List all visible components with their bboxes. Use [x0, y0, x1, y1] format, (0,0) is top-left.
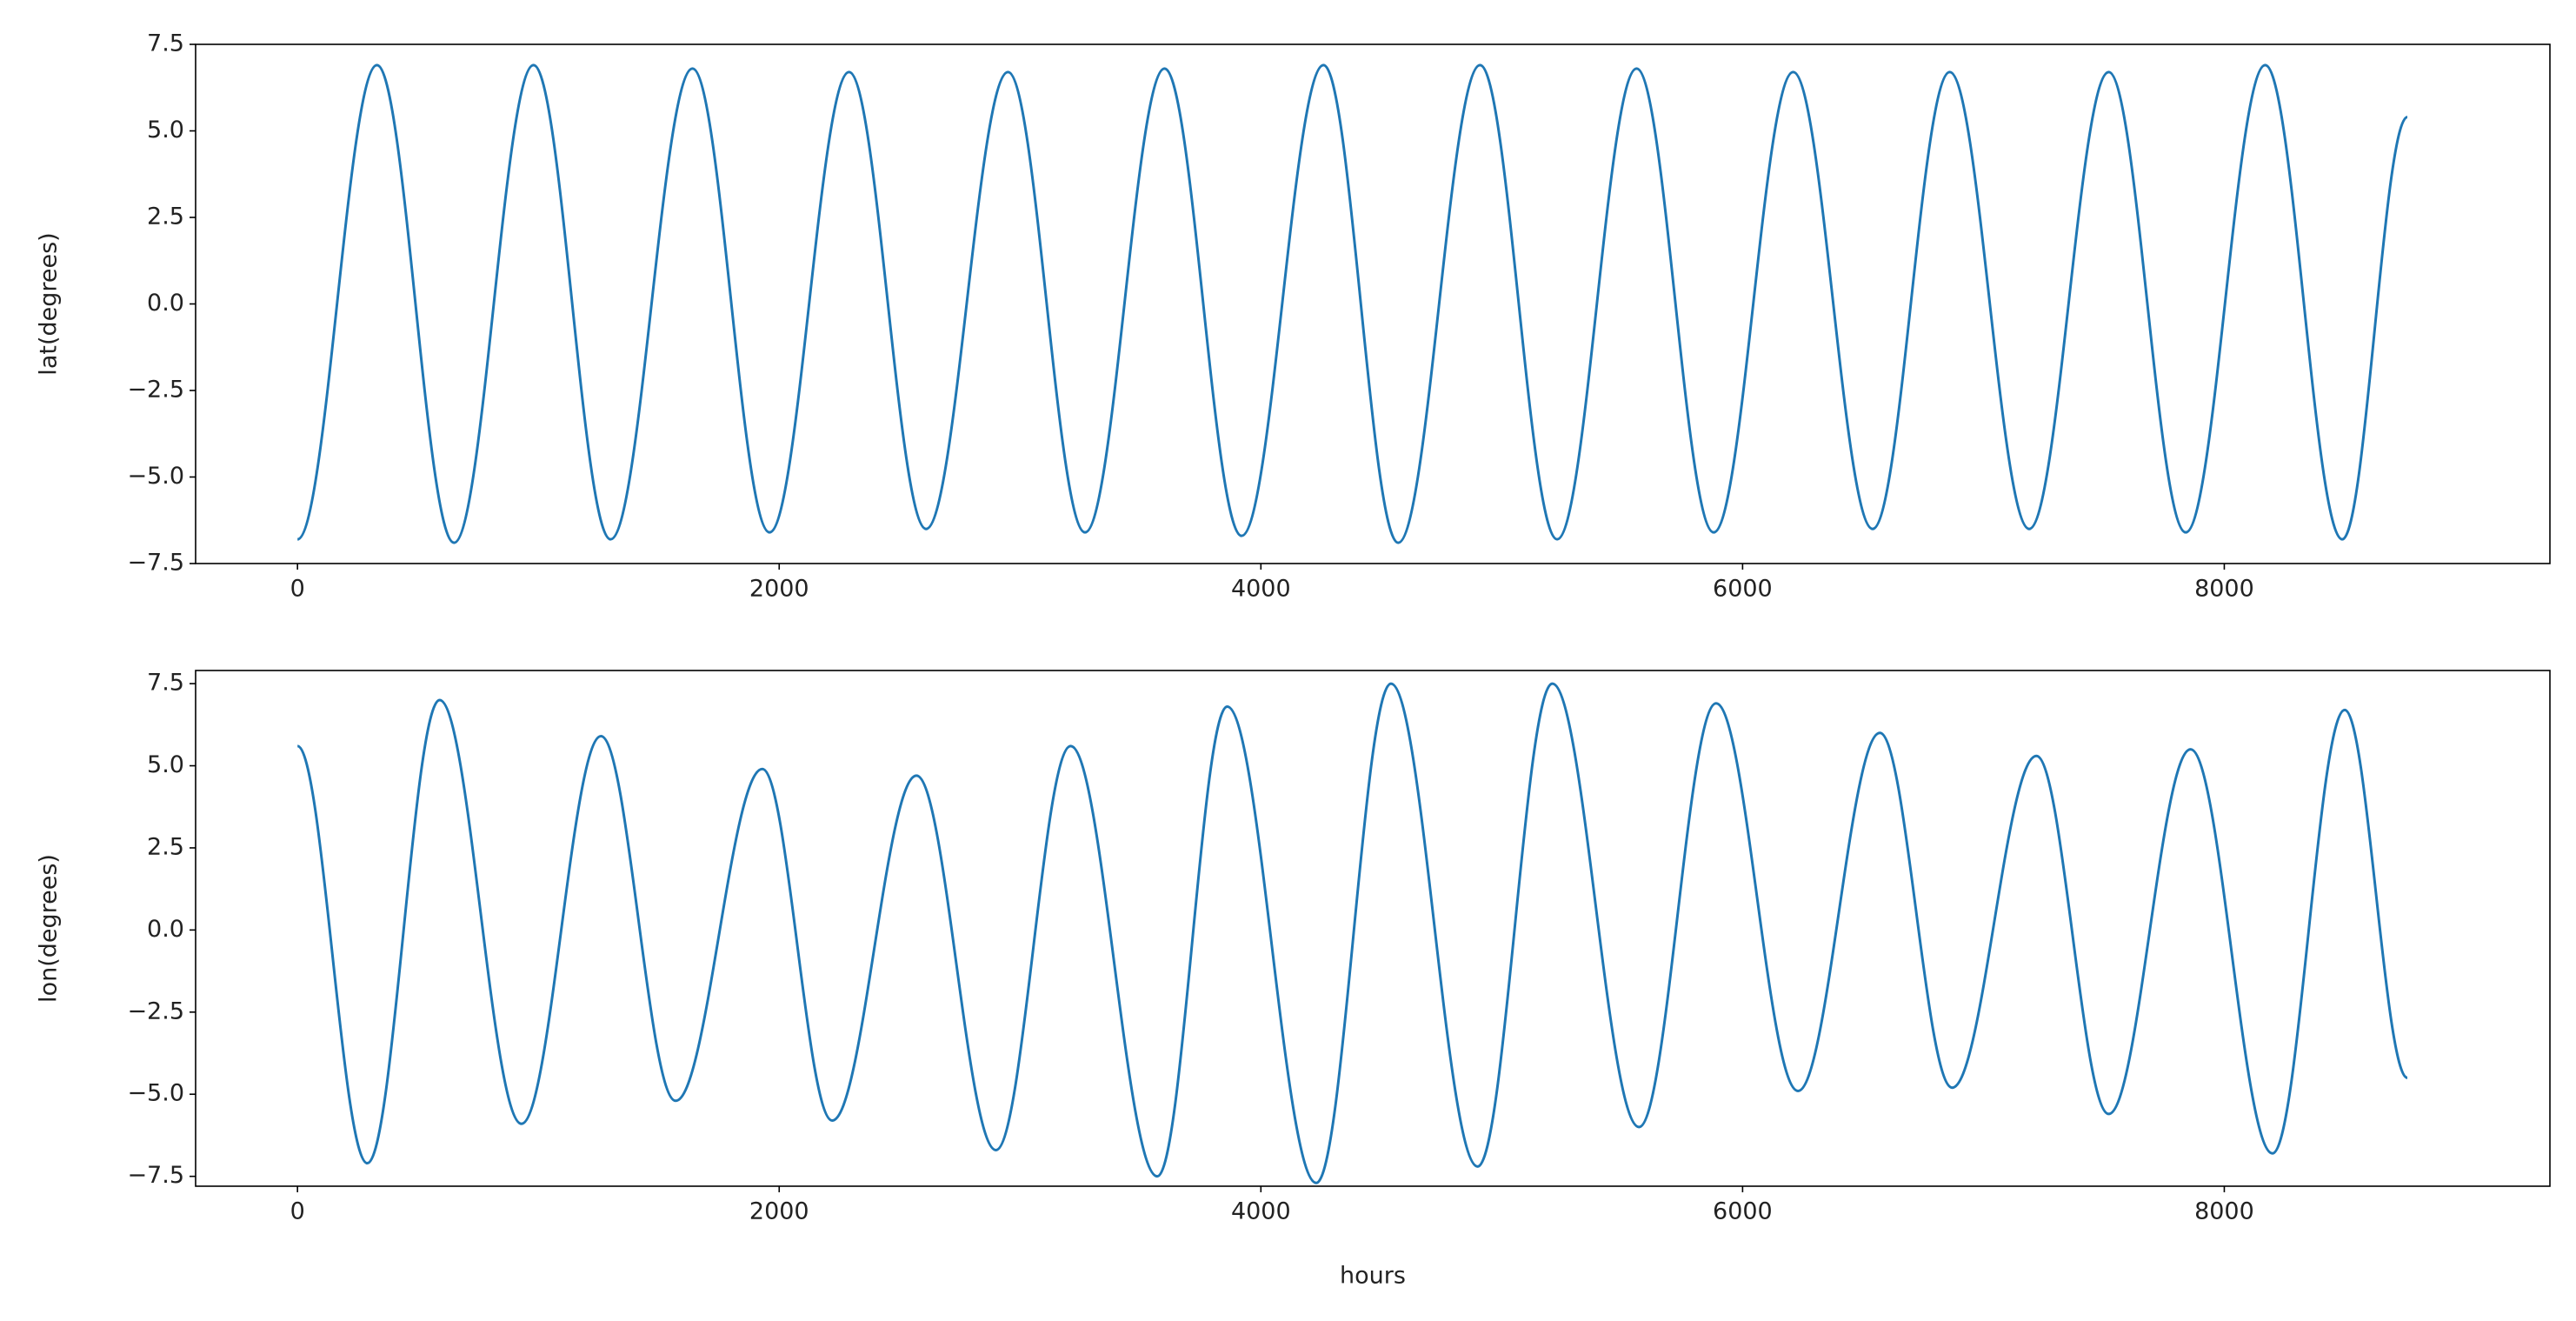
x-tick-label: 2000	[749, 576, 809, 603]
axes-frame	[195, 670, 2551, 1187]
x-tick-label: 8000	[2194, 576, 2254, 603]
y-tick-label: −7.5	[127, 1162, 184, 1189]
x-axis-label: hours	[1340, 1263, 1406, 1290]
y-tick-label: 2.5	[147, 833, 184, 860]
y-tick-label: −2.5	[127, 997, 184, 1024]
y-tick-label: 5.0	[147, 117, 184, 143]
y-axis-label: lon(degrees)	[36, 854, 63, 1003]
x-tick-label: 0	[290, 576, 305, 603]
y-tick-label: 5.0	[147, 751, 184, 778]
y-tick-label: 0.0	[147, 290, 184, 317]
data-line	[296, 682, 2408, 1184]
x-tick-label: 2000	[749, 1198, 809, 1225]
y-tick-label: −7.5	[127, 550, 184, 577]
y-tick-label: 0.0	[147, 916, 184, 943]
y-tick-label: 7.5	[147, 670, 184, 697]
x-tick-label: 6000	[1713, 576, 1773, 603]
axes-frame	[195, 43, 2551, 564]
x-tick-label: 4000	[1231, 1198, 1291, 1225]
y-tick-label: −2.5	[127, 377, 184, 404]
x-tick-label: 0	[290, 1198, 305, 1225]
x-tick-label: 6000	[1713, 1198, 1773, 1225]
y-axis-label: lat(degrees)	[36, 232, 63, 375]
x-tick-label: 4000	[1231, 576, 1291, 603]
y-tick-label: 7.5	[147, 30, 184, 57]
y-tick-label: 2.5	[147, 203, 184, 230]
data-line	[296, 63, 2408, 544]
y-tick-label: −5.0	[127, 463, 184, 490]
x-tick-label: 8000	[2194, 1198, 2254, 1225]
y-tick-label: −5.0	[127, 1080, 184, 1107]
